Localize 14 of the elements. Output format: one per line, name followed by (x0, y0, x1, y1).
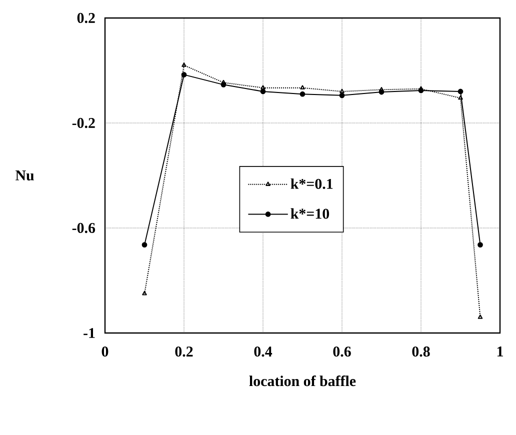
legend-label: k*=10 (290, 208, 330, 219)
x-tick-label: 0.2 (175, 346, 193, 357)
x-tick-label: 1 (497, 346, 503, 356)
y-axis-title: Nu (16, 170, 34, 180)
y-tick-label: 0.2 (77, 12, 95, 24)
y-tick-label: -1 (84, 328, 95, 338)
y-tick-label: -0.2 (72, 118, 95, 128)
y-tick-label: -0.6 (72, 222, 96, 234)
x-tick-label: 0.4 (254, 346, 272, 357)
x-tick-label: 0 (102, 346, 108, 357)
legend-label: k*=0.1 (290, 178, 333, 190)
x-tick-label: 0.6 (333, 346, 351, 357)
x-tick-label: 0.8 (412, 346, 430, 357)
x-axis-title: location of baffle (249, 376, 356, 386)
